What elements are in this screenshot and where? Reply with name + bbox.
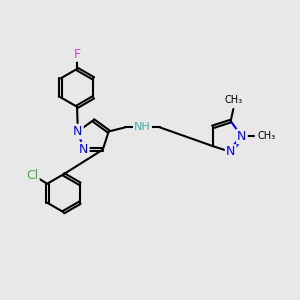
Text: CH₃: CH₃ — [224, 95, 242, 105]
Text: N: N — [226, 146, 236, 158]
Text: CH₃: CH₃ — [257, 131, 276, 142]
Text: F: F — [74, 48, 81, 61]
Text: N: N — [79, 143, 88, 156]
Text: Cl: Cl — [26, 169, 38, 182]
Text: N: N — [73, 125, 83, 138]
Text: N: N — [237, 130, 247, 143]
Text: NH: NH — [134, 122, 151, 132]
